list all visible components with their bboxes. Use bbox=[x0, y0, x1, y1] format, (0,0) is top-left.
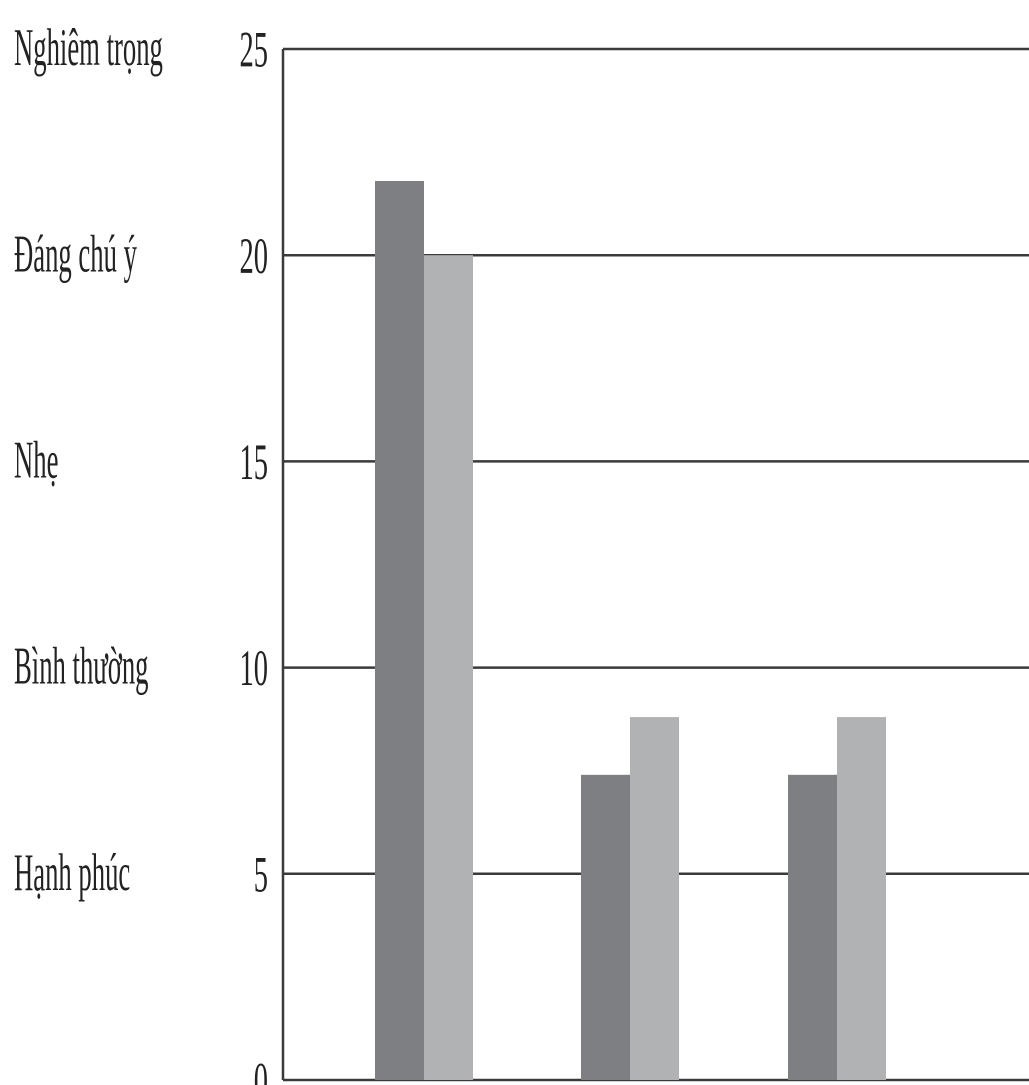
y-tick-label: 15 bbox=[239, 433, 268, 490]
bar bbox=[788, 774, 837, 1080]
y-tick-label: 0 bbox=[254, 1052, 268, 1085]
severity-label: Nhẹ bbox=[14, 432, 58, 490]
bar bbox=[581, 774, 630, 1080]
bar bbox=[375, 180, 424, 1080]
bar bbox=[837, 717, 886, 1080]
y-tick-labels: 0 5 10 15 20 25 bbox=[239, 21, 268, 1085]
bar bbox=[424, 255, 473, 1080]
bars bbox=[375, 180, 886, 1080]
severity-label: Hạnh phúc bbox=[14, 844, 130, 902]
severity-label: Nghiêm trọng bbox=[14, 20, 163, 78]
y-tick-label: 25 bbox=[239, 21, 268, 78]
severity-labels: Hạnh phúc Bình thường Nhẹ Đáng chú ý Nghiêm … bbox=[14, 20, 163, 903]
severity-label: Đáng chú ý bbox=[14, 226, 137, 284]
severity-label: Bình thường bbox=[14, 638, 149, 696]
y-tick-label: 10 bbox=[239, 640, 268, 697]
y-tick-label: 20 bbox=[239, 227, 268, 284]
y-tick-label: 5 bbox=[254, 846, 268, 903]
bar bbox=[630, 717, 679, 1080]
